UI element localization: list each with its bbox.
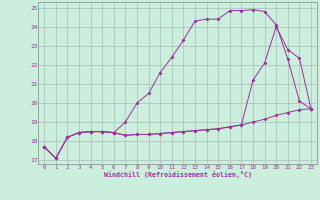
X-axis label: Windchill (Refroidissement éolien,°C): Windchill (Refroidissement éolien,°C) [104,171,252,178]
